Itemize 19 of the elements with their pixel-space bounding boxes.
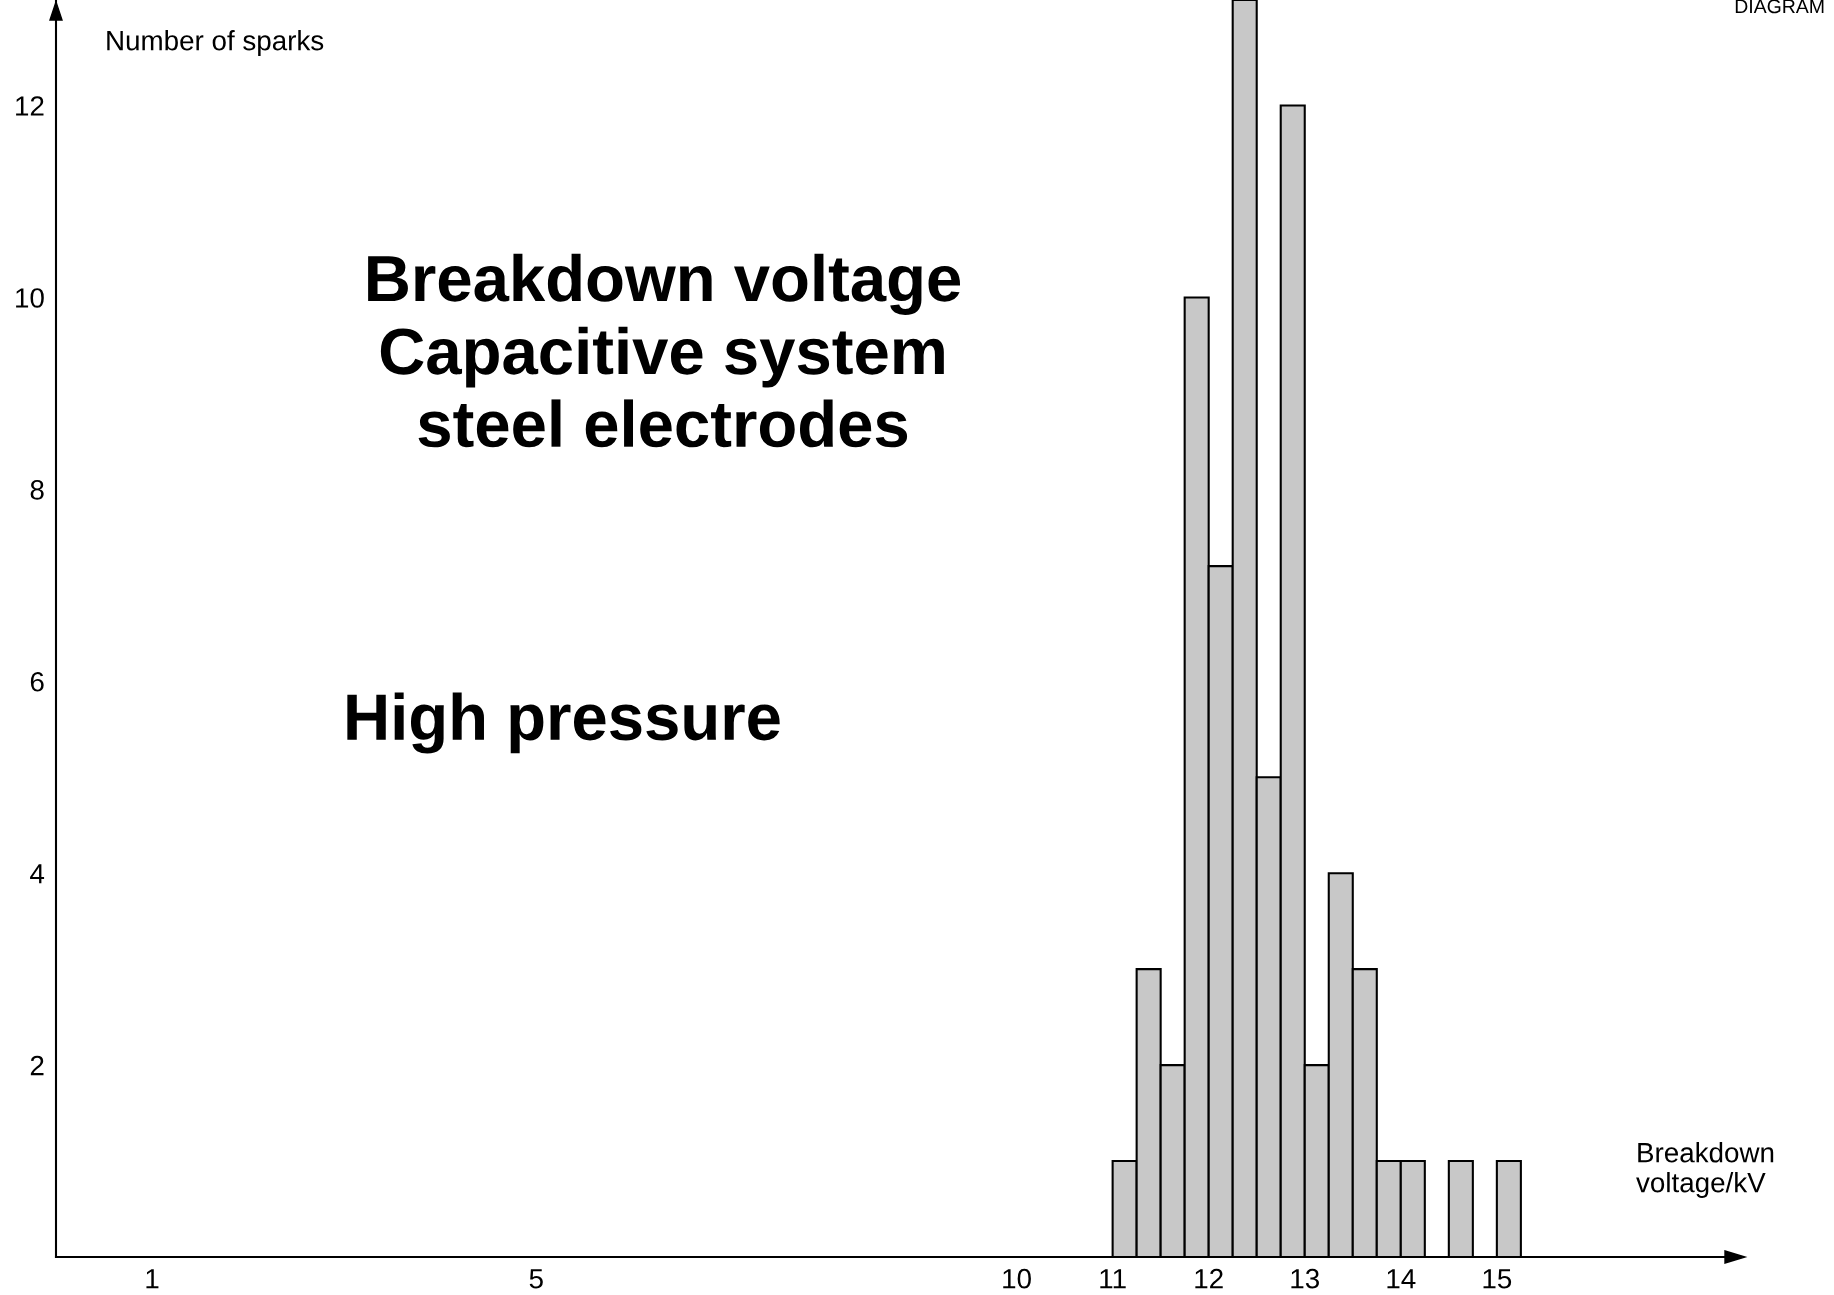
annotation: Breakdown voltage Capacitive system steel electrodes — [368, 253, 961, 448]
y-tick-label: 8 — [30, 480, 44, 500]
annotation: High pressure — [347, 692, 780, 754]
y-tick-label: 2 — [30, 1055, 44, 1076]
x-axis-title: Breakdown voltage/kV — [1636, 1142, 1774, 1198]
y-tick-label: 10 — [16, 288, 44, 308]
x-tick-label: 15 — [1483, 1269, 1512, 1289]
x-tick-label: 10 — [1003, 1268, 1031, 1289]
annotation: DIAGRAM — [1735, 0, 1824, 14]
x-tick-label: 5 — [529, 1269, 543, 1289]
x-tick-label: 13 — [1291, 1268, 1319, 1289]
x-tick-label: 11 — [1100, 1269, 1126, 1289]
y-tick-label: 12 — [16, 96, 44, 116]
y-axis-title: Number of sparks — [107, 30, 324, 56]
x-tick-label: 1 — [146, 1269, 159, 1289]
x-tick-label: 12 — [1195, 1268, 1223, 1289]
y-tick-label: 4 — [30, 864, 45, 884]
y-tick-label: 6 — [30, 671, 44, 692]
x-tick-label: 14 — [1387, 1269, 1416, 1289]
